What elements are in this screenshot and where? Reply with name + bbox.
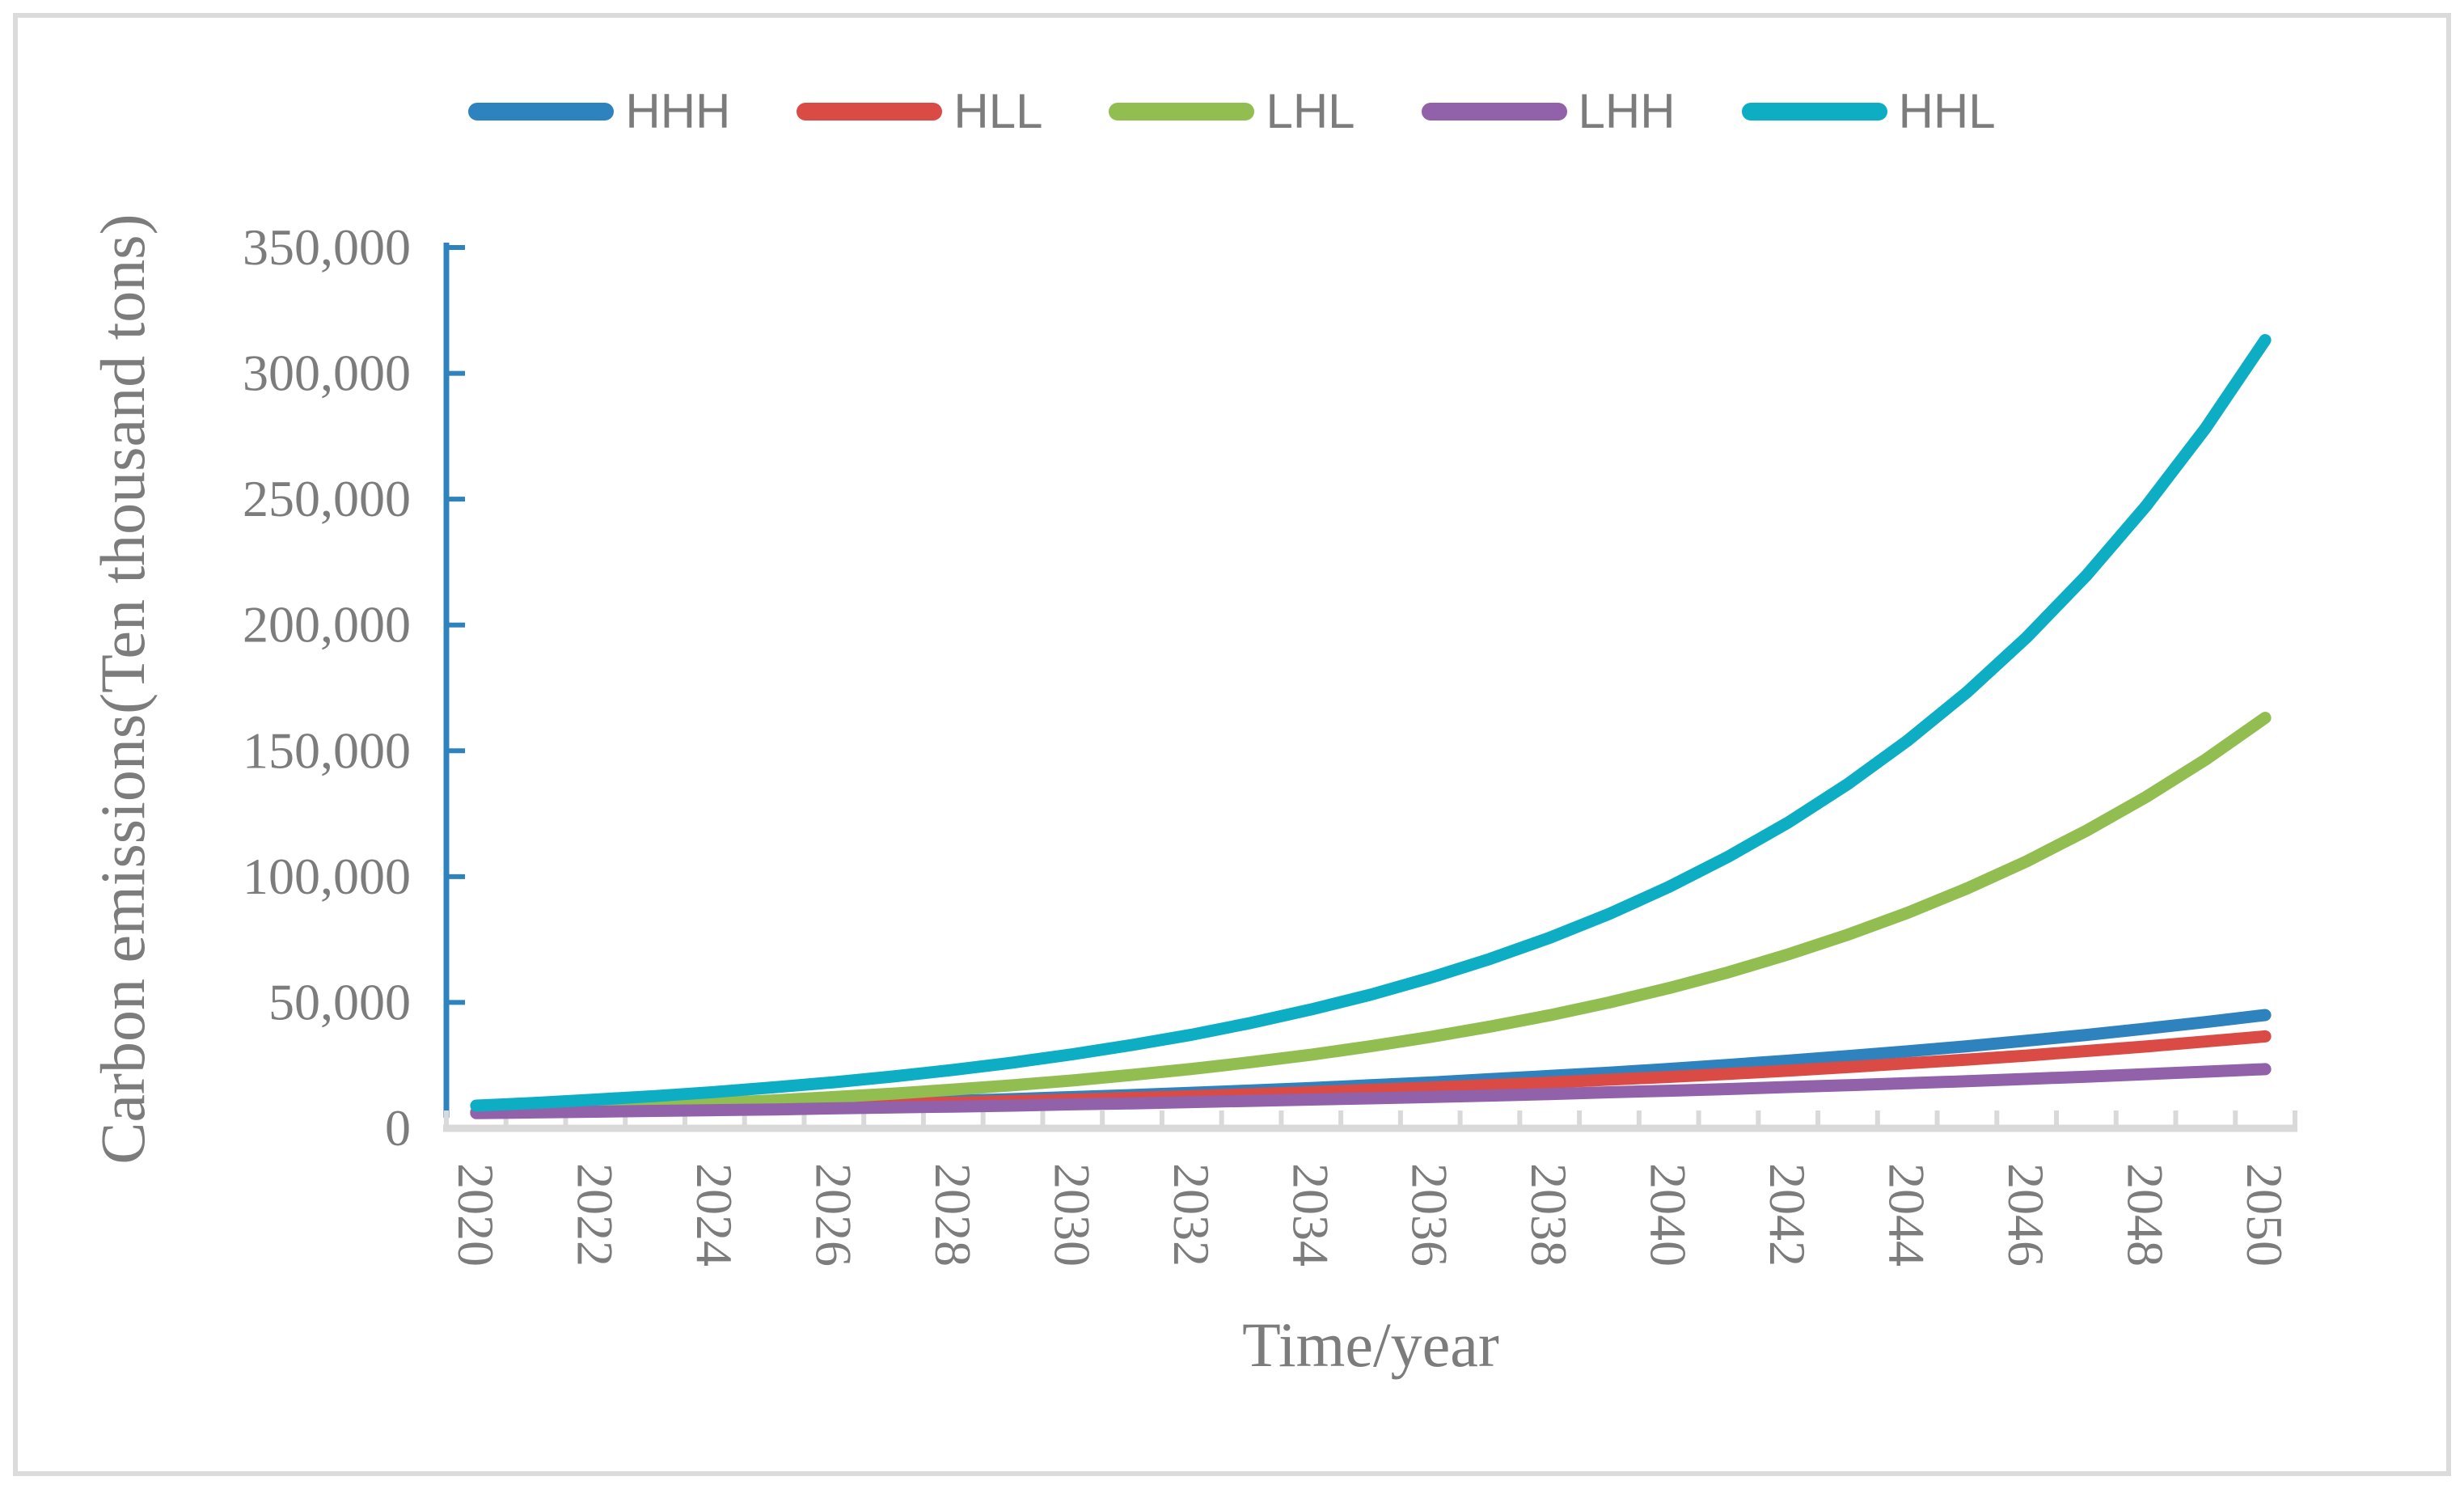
- x-tick-label: 2036: [1401, 1163, 1459, 1267]
- x-axis-title: Time/year: [1242, 1309, 1499, 1380]
- legend-label: HHL: [1898, 84, 1996, 138]
- y-tick-label: 150,000: [243, 721, 411, 779]
- legend-swatch-HLL: [797, 103, 943, 121]
- legend-item-LHL: LHL: [1109, 87, 1355, 136]
- x-tick-label: 2042: [1759, 1163, 1816, 1267]
- legend-label: LHH: [1578, 84, 1676, 138]
- legend-item-HLL: HLL: [797, 87, 1042, 136]
- y-tick-label: 250,000: [243, 470, 411, 527]
- legend-item-LHH: LHH: [1421, 84, 1676, 138]
- x-tick-label: 2044: [1879, 1163, 1936, 1267]
- legend-label: HHH: [625, 84, 731, 138]
- x-tick-label: 2050: [2236, 1163, 2293, 1267]
- legend-swatch-LHL: [1109, 103, 1255, 121]
- y-tick-label: 200,000: [243, 596, 411, 654]
- x-tick-label: 2034: [1282, 1163, 1339, 1267]
- y-tick-label: 300,000: [243, 345, 411, 402]
- x-tick-label: 2046: [1997, 1163, 2055, 1267]
- x-tick-label: 2038: [1520, 1163, 1578, 1267]
- legend-swatch-HHL: [1741, 103, 1887, 121]
- y-axis-title: Carbon emissions(Ten thousand tons): [87, 214, 158, 1165]
- x-tick-label: 2022: [566, 1163, 623, 1267]
- y-tick-label: 100,000: [243, 848, 411, 905]
- x-tick-label: 2024: [686, 1163, 743, 1267]
- legend-label: LHL: [1266, 84, 1355, 138]
- y-tick-label: 50,000: [268, 973, 411, 1030]
- series-line-LHH: [470, 1063, 2272, 1119]
- x-tick-label: 2048: [2117, 1163, 2174, 1267]
- x-tick-label: 2028: [924, 1163, 982, 1267]
- figure-border: [13, 13, 2451, 1476]
- x-tick-label: 2040: [1640, 1163, 1697, 1267]
- y-tick-label: 350,000: [243, 218, 411, 276]
- legend-swatch-HHH: [468, 103, 615, 121]
- x-tick-label: 2026: [805, 1163, 862, 1267]
- chart-legend: HHH HLL LHL LHH HHL: [0, 83, 2464, 140]
- x-tick-label: 2032: [1163, 1163, 1220, 1267]
- legend-label: HLL: [953, 84, 1043, 138]
- x-tick-label: 2020: [447, 1163, 505, 1267]
- series-line-HHL: [470, 334, 2272, 1112]
- x-tick-label: 2030: [1043, 1163, 1101, 1267]
- legend-swatch-LHH: [1421, 103, 1567, 121]
- legend-item-HHL: HHL: [1741, 84, 1996, 138]
- legend-item-HHH: HHH: [468, 87, 730, 136]
- y-tick-label: 0: [385, 1099, 411, 1157]
- series-line-LHL: [470, 712, 2272, 1119]
